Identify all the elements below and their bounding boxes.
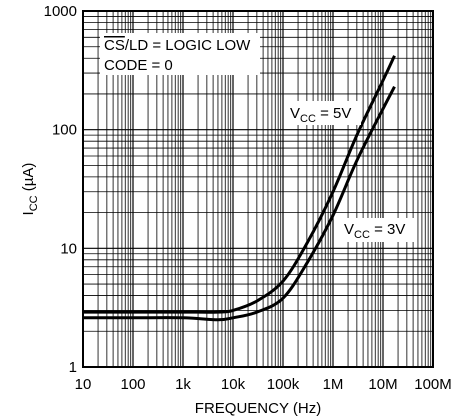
- x-tick-label: 100M: [414, 376, 452, 393]
- x-tick-labels: 10 100 1k 10k 100k 1M 10M 100M: [75, 376, 452, 393]
- y-axis-title-main: I: [20, 211, 37, 215]
- x-tick-label: 10: [75, 376, 92, 393]
- series-lines: [82, 55, 396, 322]
- y-tick-label: 1000: [44, 3, 77, 20]
- y-tick-label: 100: [52, 122, 77, 139]
- cs-overline-text: CS: [104, 37, 125, 54]
- y-axis-title: ICC (µA): [20, 163, 40, 216]
- y-axis-title-unit: (µA): [20, 163, 37, 196]
- cs-ld-text: /LD = LOGIC LOW: [125, 37, 251, 54]
- vcc-5v-main: V: [290, 105, 300, 122]
- vcc-3v-main: V: [344, 221, 354, 238]
- x-tick-label: 100k: [267, 376, 300, 393]
- vcc-3v-rest: = 3V: [370, 221, 405, 238]
- y-axis-title-sub: CC: [28, 195, 40, 211]
- x-tick-label: 10k: [221, 376, 246, 393]
- x-tick-label: 1M: [323, 376, 344, 393]
- condition-cs-ld: CS/LD = LOGIC LOW: [104, 37, 251, 54]
- series-label-vcc-5v: VCC = 5V: [290, 105, 351, 125]
- conditions-box: [100, 33, 260, 75]
- y-tick-labels: 1 10 100 1000: [44, 3, 77, 376]
- vcc-5v-sub: CC: [300, 113, 316, 125]
- vcc-3v-sub: CC: [354, 229, 370, 241]
- series-label-vcc-3v: VCC = 3V: [344, 221, 405, 241]
- y-tick-label: 1: [69, 359, 77, 376]
- series-label-5v-box: [287, 101, 361, 125]
- series-line-1: [82, 86, 396, 322]
- x-tick-label: 10M: [368, 376, 397, 393]
- x-tick-label: 100: [120, 376, 145, 393]
- x-tick-label: 1k: [175, 376, 191, 393]
- y-tick-label: 10: [60, 240, 77, 257]
- series-label-3v-box: [341, 218, 415, 242]
- condition-code: CODE = 0: [104, 57, 173, 74]
- vcc-5v-rest: = 5V: [316, 105, 351, 122]
- x-axis-title: FREQUENCY (Hz): [195, 400, 321, 417]
- plot-frame: [82, 10, 434, 368]
- series-line-0: [83, 55, 396, 314]
